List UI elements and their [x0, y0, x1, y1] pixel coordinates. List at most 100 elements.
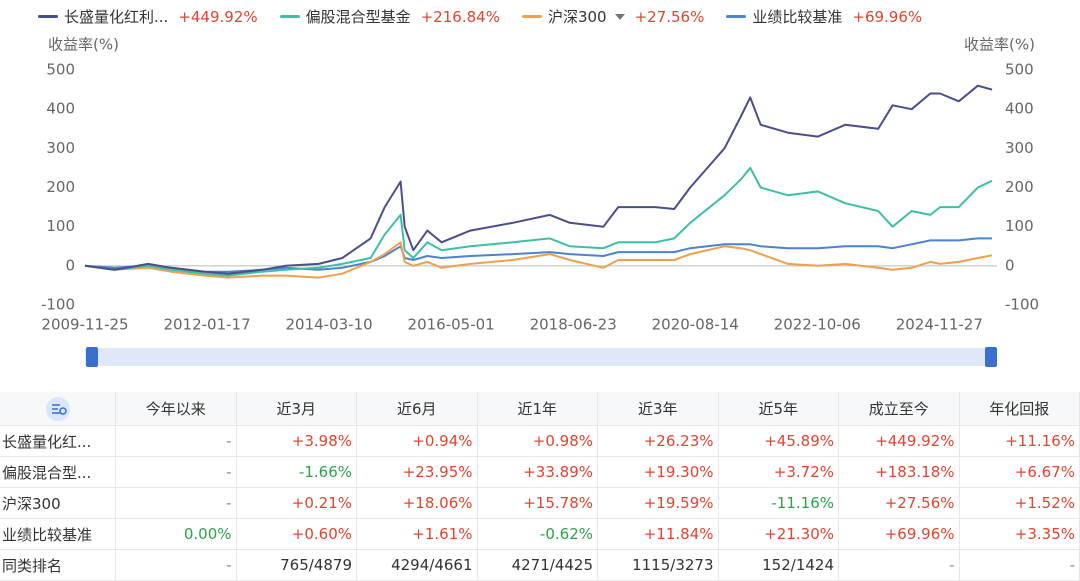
x-tick-label: 2024-11-27: [896, 316, 983, 334]
legend-value: +216.84%: [420, 7, 500, 26]
y-tick-label: 400: [46, 100, 75, 118]
legend-value: +27.56%: [634, 7, 705, 26]
column-header: 近5年: [718, 392, 839, 426]
dropdown-arrow: [614, 13, 625, 20]
range-slider[interactable]: [85, 348, 997, 366]
table-cell: +23.95%: [356, 456, 478, 488]
table-cell: +1.52%: [959, 487, 1080, 519]
y-tick-label: 200: [46, 178, 75, 196]
table-cell: -1.66%: [236, 456, 357, 488]
table-row: 业绩比较基准 0.00% +0.60% +1.61% -0.62% +11.84% +21.…: [0, 518, 1080, 550]
row-name: 同类排名: [0, 549, 116, 581]
table-cell: +3.35%: [959, 518, 1080, 550]
table-cell: -: [115, 425, 237, 457]
column-header: 近3月: [236, 392, 357, 426]
legend-label: 业绩比较基准: [752, 8, 843, 26]
column-header: 近6月: [356, 392, 478, 426]
table-cell: +449.92%: [838, 425, 960, 457]
column-header: 今年以来: [115, 392, 237, 426]
table-cell: -: [115, 456, 237, 488]
series-line: [84, 166, 993, 277]
x-tick-label: 2018-06-23: [530, 316, 617, 334]
y-tick-label: 500: [46, 61, 75, 79]
y-tick-label: 100: [46, 217, 75, 235]
column-header: 近1年: [477, 392, 598, 426]
y2-tick-label: 200: [1005, 178, 1034, 196]
table-cell: +1.61%: [356, 518, 478, 550]
table-row: 长盛量化红... - +3.98% +0.94% +0.98% +26.23% +45.89…: [0, 425, 1080, 457]
y2-tick-label: 300: [1005, 139, 1034, 157]
y2-tick-label: 0: [1005, 256, 1015, 274]
legend-swatch: [279, 15, 300, 18]
row-name: 长盛量化红...: [0, 425, 116, 457]
legend-swatch: [521, 15, 542, 18]
y2-tick-label: -100: [1005, 296, 1039, 314]
legend-item[interactable]: 沪深300 +27.56%: [521, 6, 705, 27]
row-name: 沪深300: [0, 487, 116, 519]
y2-tick-label: 100: [1005, 217, 1034, 235]
chart: 收益率(%) 收益率(%) -100 0 100 200 300 400 500 -100 0 1…: [41, 36, 1039, 367]
legend-label: 偏股混合型基金: [305, 8, 411, 26]
table-cell: -: [959, 549, 1080, 581]
table-cell: +18.06%: [356, 487, 478, 519]
y2-tick-label: 500: [1005, 61, 1034, 79]
table-cell: +69.96%: [838, 518, 960, 550]
table-cell: -11.16%: [718, 487, 839, 519]
table-cell: +33.89%: [477, 456, 598, 488]
row-name: 业绩比较基准: [0, 518, 116, 550]
column-header: 近3年: [597, 392, 719, 426]
series-line: [84, 241, 993, 279]
table-cell: -0.62%: [477, 518, 598, 550]
table-cell: +6.67%: [959, 456, 1080, 488]
table-cell: 4271/4425: [477, 549, 598, 581]
series-line: [84, 84, 993, 275]
slider-handle[interactable]: [86, 347, 98, 367]
legend-label: 沪深300: [547, 8, 607, 26]
table-cell: +15.78%: [477, 487, 598, 519]
table-cell: +27.56%: [838, 487, 960, 519]
column-header: 年化回报: [959, 392, 1080, 426]
y2-axis-title: 收益率(%): [964, 36, 1035, 54]
legend-swatch: [38, 15, 58, 18]
legend-swatch: [726, 15, 747, 18]
legend-value: +449.92%: [178, 7, 258, 26]
table-row: 同类排名 - 765/4879 4294/4661 4271/4425 1115/3273…: [0, 549, 1080, 581]
slider-handle[interactable]: [985, 347, 997, 367]
legend-item[interactable]: 长盛量化红利... +449.92%: [38, 6, 258, 27]
table-cell: +11.16%: [959, 425, 1080, 457]
table-cell: +45.89%: [718, 425, 839, 457]
table-cell: -: [838, 549, 960, 581]
table-icon-cell: [0, 392, 116, 426]
table-cell: +0.98%: [477, 425, 598, 457]
performance-table: 今年以来 近3月 近6月 近1年 近3年 近5年 成立至今 年化回报 长盛量化红... - +3.9…: [0, 392, 1080, 581]
row-name: 偏股混合型...: [0, 456, 116, 488]
table-cell: +19.59%: [597, 487, 719, 519]
table-cell: +183.18%: [838, 456, 960, 488]
x-tick-label: 2012-01-17: [163, 316, 250, 334]
table-cell: +26.23%: [597, 425, 719, 457]
table-row: 偏股混合型... - -1.66% +23.95% +33.89% +19.30% +3.7…: [0, 456, 1080, 488]
legend-item[interactable]: 业绩比较基准 +69.96%: [726, 6, 922, 27]
y2-tick-label: 400: [1005, 100, 1034, 118]
table-cell: +0.60%: [236, 518, 357, 550]
table-cell: 1115/3273: [597, 549, 719, 581]
table-cell: 4294/4661: [356, 549, 478, 581]
table-cell: 765/4879: [236, 549, 357, 581]
legend-value: +69.96%: [852, 7, 923, 26]
table-icon[interactable]: [45, 396, 71, 422]
table-cell: +0.94%: [356, 425, 478, 457]
legend-label: 长盛量化红利...: [64, 8, 169, 26]
column-header: 成立至今: [838, 392, 960, 426]
y-tick-label: -100: [41, 296, 75, 314]
x-tick-label: 2022-10-06: [774, 316, 861, 334]
table-row: 沪深300- +0.21% +18.06% +15.78% +19.59% -11.16%…: [0, 487, 1080, 519]
table-cell: +0.21%: [236, 487, 357, 519]
legend-item[interactable]: 偏股混合型基金 +216.84%: [279, 6, 500, 27]
table-cell: +21.30%: [718, 518, 839, 550]
x-tick-label: 2020-08-14: [652, 316, 739, 334]
table-cell: 152/1424: [718, 549, 839, 581]
table-cell: 0.00%: [115, 518, 237, 550]
table-cell: +3.98%: [236, 425, 357, 457]
header-row: 今年以来 近3月 近6月 近1年 近3年 近5年 成立至今 年化回报: [0, 392, 1080, 426]
table-cell: +11.84%: [597, 518, 719, 550]
